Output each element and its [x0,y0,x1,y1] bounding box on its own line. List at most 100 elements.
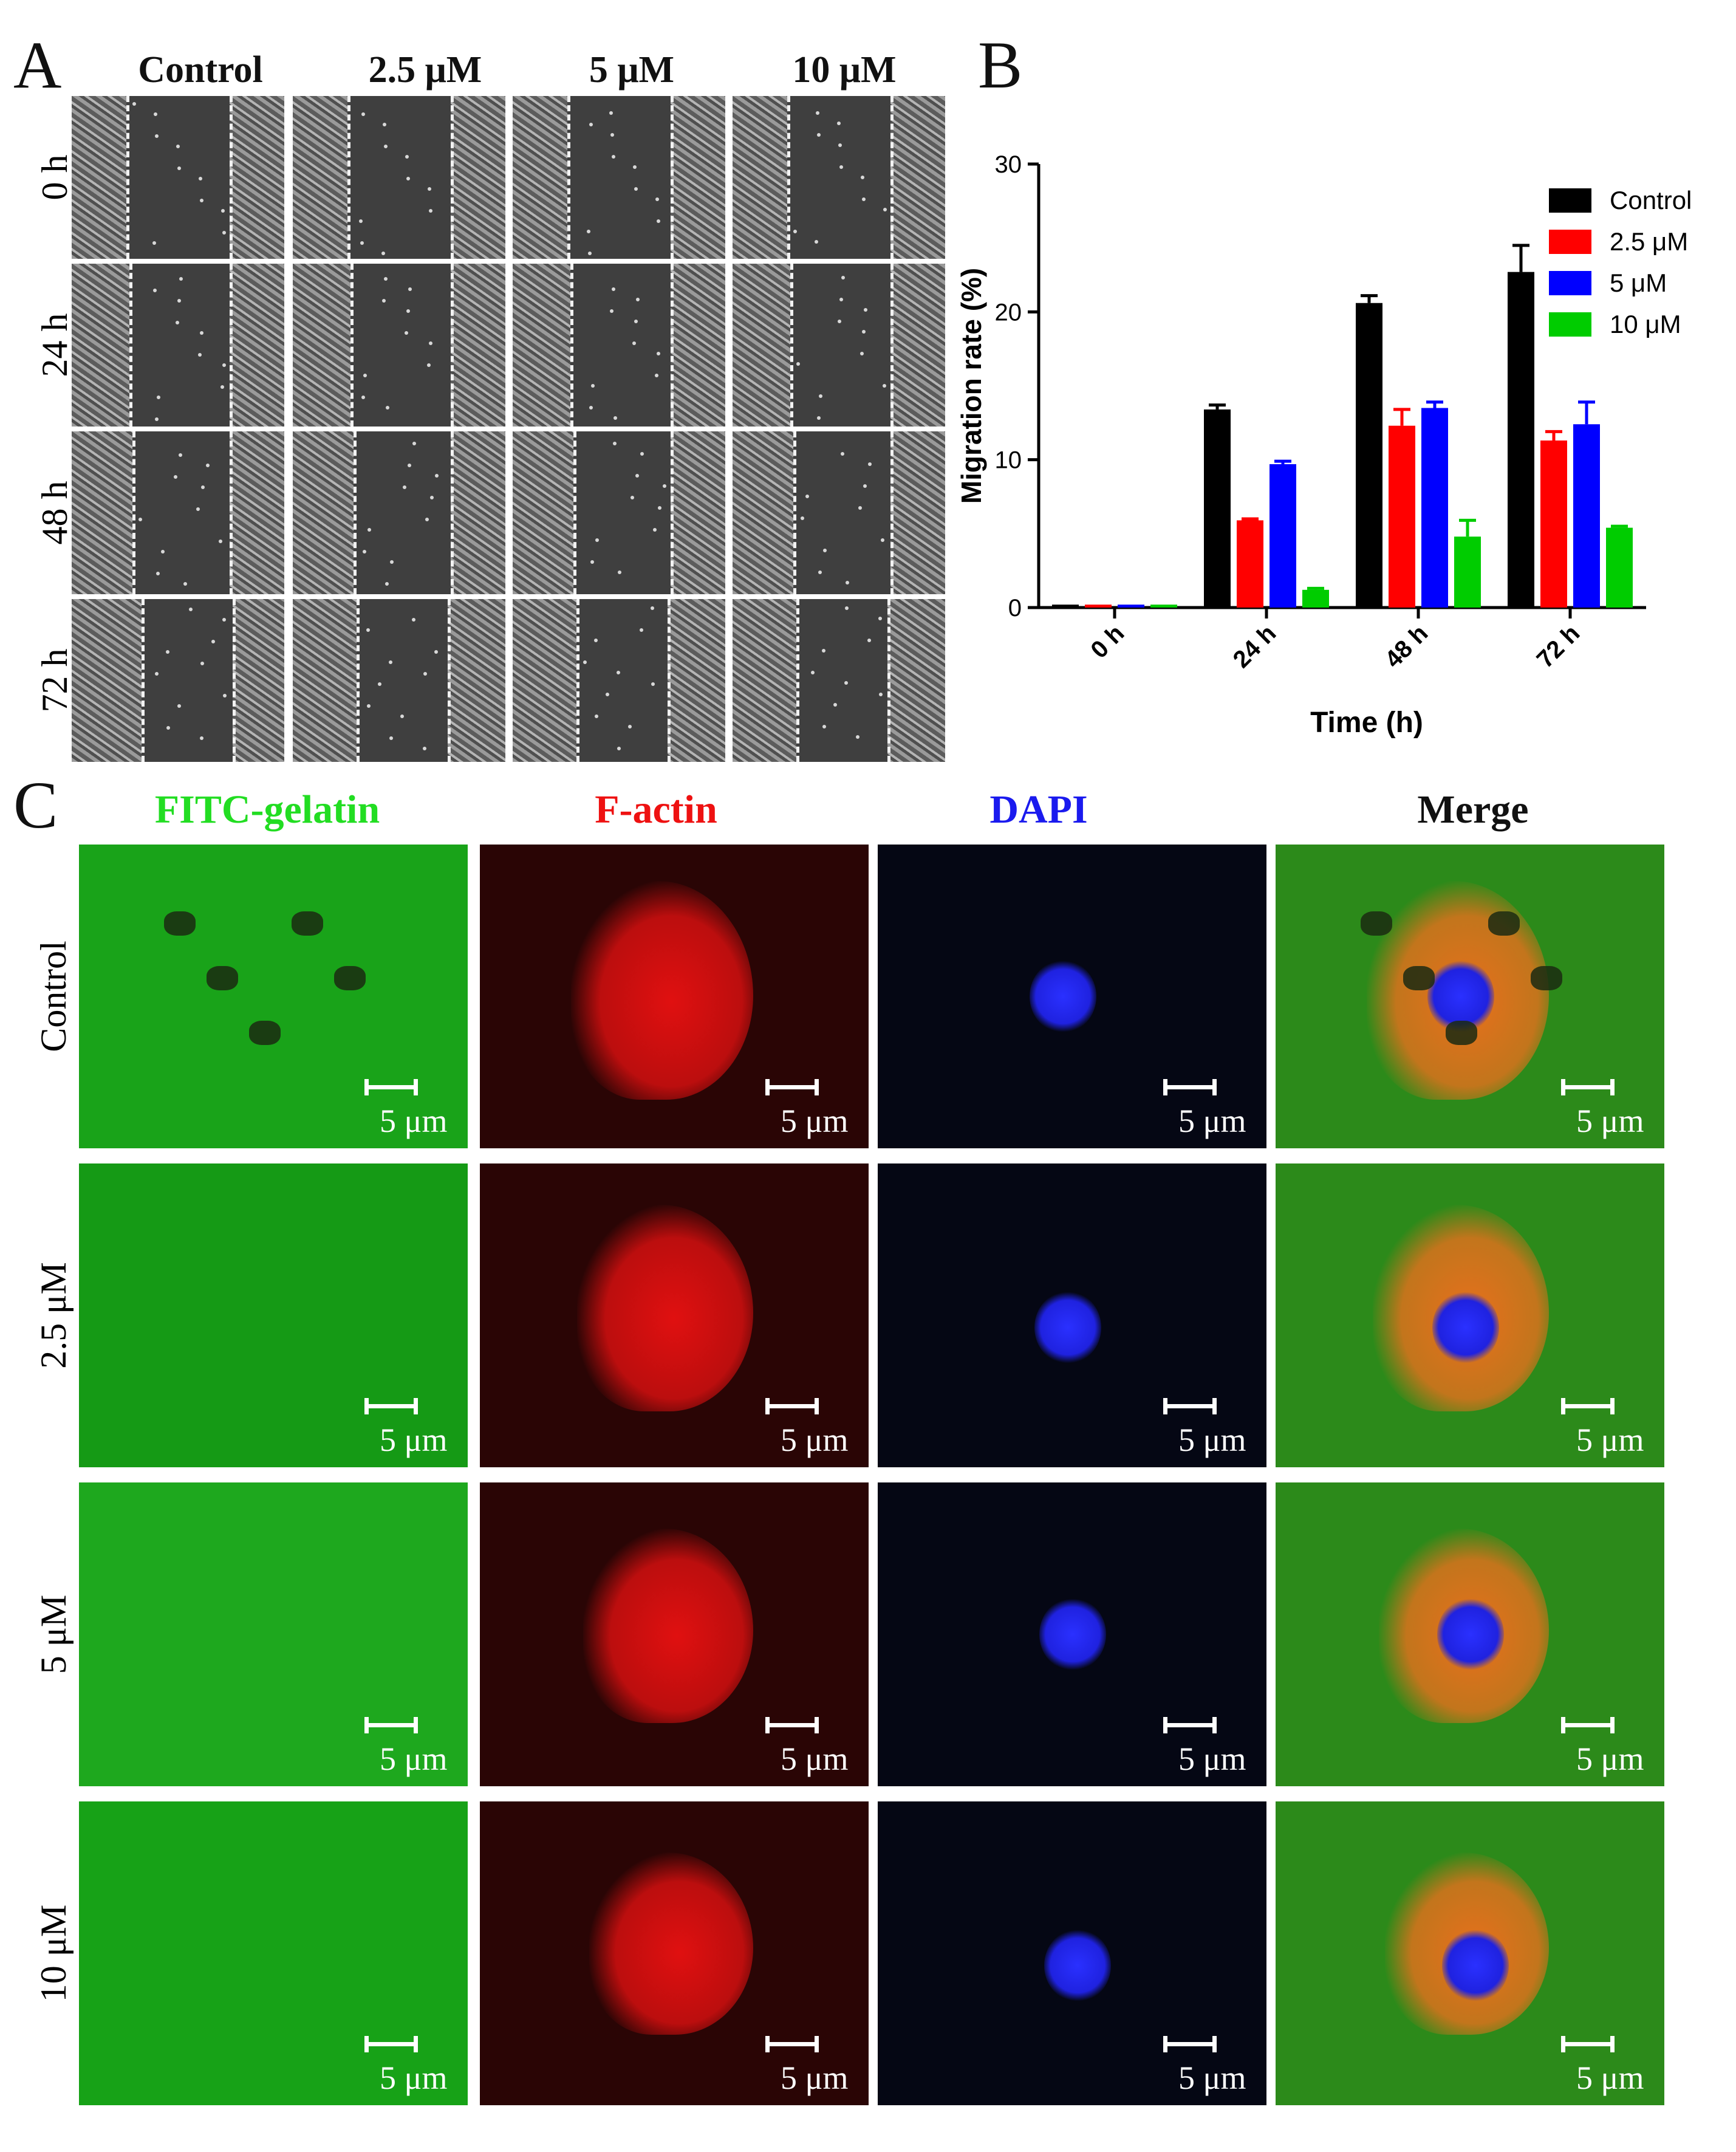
legend-swatch [1549,271,1591,295]
panel-c-row-label: Control [33,941,73,1052]
wound-image-tile [513,599,725,762]
wound-image-tile [293,599,505,762]
legend-label: 5 μM [1610,269,1667,297]
wound-image-tile [293,96,505,259]
panel-a-column-title: 10 μM [792,49,897,91]
scale-bar-label: 5 μm [1576,1741,1644,1777]
wound-image-tile [733,431,945,594]
fluorescence-image-tile: 5 μm [79,845,468,1148]
bar [1302,589,1329,608]
y-axis-label: Migration rate (%) [955,268,987,504]
scale-bar [765,1079,819,1095]
panel-label-b: B [978,28,1023,102]
fluorescence-image-tile: 5 μm [79,1801,468,2105]
legend-label: Control [1610,186,1692,214]
bar [1454,536,1481,608]
scale-bar-label: 5 μm [781,1103,849,1139]
panel-a-row-label: 24 h [35,313,75,377]
panel-a-column-title: 5 μM [589,49,675,91]
panel-a-row-label: 72 h [35,648,75,713]
scale-bar [1561,1079,1615,1095]
scale-bar [364,2036,418,2052]
scale-bar-label: 5 μm [1178,1103,1246,1139]
scale-bar-label: 5 μm [380,2060,448,2096]
scale-bar-label: 5 μm [380,1422,448,1458]
y-tick-label: 0 [1008,595,1022,622]
panel-a-column-title: Control [138,49,263,91]
scale-bar [765,2036,819,2052]
x-tick-label: 0 h [1085,620,1129,663]
fluorescence-image-tile: 5 μm [480,845,869,1148]
fluorescence-image-tile: 5 μm [878,1163,1266,1467]
scale-bar-label: 5 μm [1178,1741,1246,1777]
panel-label-c: C [13,768,58,842]
wound-image-tile [513,431,725,594]
bar [1606,527,1633,608]
fluorescence-image-tile: 5 μm [1276,1801,1664,2105]
scale-bar-label: 5 μm [1178,1422,1246,1458]
bar [1204,409,1231,608]
panel-label-a: A [13,28,62,102]
legend-label: 2.5 μM [1610,227,1688,256]
panel-c-row-label: 5 μM [33,1594,73,1674]
fluorescence-image-tile: 5 μm [480,1163,869,1467]
scale-bar [364,1398,418,1414]
y-tick-label: 20 [995,299,1022,326]
scale-bar [1163,2036,1217,2052]
scale-bar-label: 5 μm [1576,1103,1644,1139]
bar [1118,605,1144,608]
bar [1150,605,1177,608]
scale-bar-label: 5 μm [781,1741,849,1777]
wound-image-tile [513,96,725,259]
legend-swatch [1549,312,1591,337]
wound-image-tile [293,431,505,594]
scale-bar [1163,1717,1217,1733]
scale-bar [364,1079,418,1095]
scale-bar-label: 5 μm [781,2060,849,2096]
x-tick-label: 48 h [1380,620,1434,673]
legend-swatch [1549,188,1591,213]
scale-bar-label: 5 μm [380,1741,448,1777]
scale-bar [1561,1398,1615,1414]
scale-bar [1561,2036,1615,2052]
scale-bar [765,1717,819,1733]
fluorescence-image-tile: 5 μm [878,845,1266,1148]
fluorescence-image-tile: 5 μm [878,1482,1266,1786]
scale-bar-label: 5 μm [1178,2060,1246,2096]
legend-label: 10 μM [1610,310,1681,338]
x-tick-label: 24 h [1228,620,1282,673]
wound-image-tile [733,264,945,427]
bar [1270,464,1296,608]
panel-c-row-label: 2.5 μM [33,1262,73,1369]
panel-c-column-title: FITC-gelatin [154,787,380,832]
fluorescence-image-tile: 5 μm [79,1163,468,1467]
x-axis-label: Time (h) [1310,707,1423,739]
fluorescence-image-tile: 5 μm [480,1482,869,1786]
fluorescence-image-tile: 5 μm [480,1801,869,2105]
fluorescence-image-tile: 5 μm [79,1482,468,1786]
fluorescence-image-tile: 5 μm [1276,845,1664,1148]
bar [1389,425,1415,608]
scale-bar [1163,1079,1217,1095]
scale-bar-label: 5 μm [781,1422,849,1458]
scale-bar [1163,1398,1217,1414]
bar [1356,303,1382,608]
y-tick-label: 30 [995,151,1022,178]
wound-image-tile [513,264,725,427]
wound-image-tile [72,599,284,762]
panel-a-row-label: 0 h [35,154,75,200]
panel-a-column-title: 2.5 μM [368,49,482,91]
panel-c-column-title: DAPI [989,787,1088,832]
wound-image-tile [733,599,945,762]
panel-c-column-title: Merge [1417,787,1529,832]
scale-bar-label: 5 μm [380,1103,448,1139]
wound-image-tile [72,96,284,259]
bar [1237,520,1263,608]
wound-image-tile [72,431,284,594]
scale-bar-label: 5 μm [1576,2060,1644,2096]
fluorescence-image-tile: 5 μm [878,1801,1266,2105]
panel-c-column-title: F-actin [595,787,717,832]
scale-bar [1561,1717,1615,1733]
panel-b-migration-chart: 0 10 20 30 Migration rate (%) 0 h 24 h 48 h 72 h… [955,151,1692,739]
x-tick-label: 72 h [1532,620,1585,673]
